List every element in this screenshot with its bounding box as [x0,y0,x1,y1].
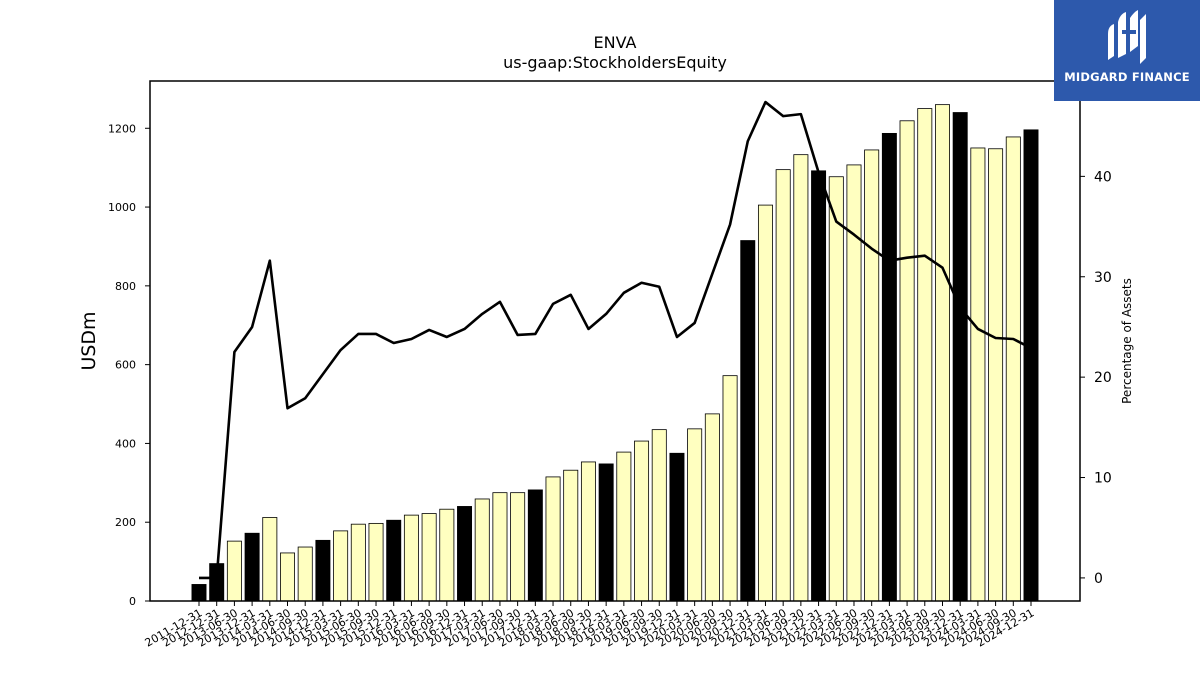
logo-mark-icon [1108,10,1146,64]
bar [297,546,313,602]
bar [651,429,667,602]
bar [226,540,242,602]
bar [510,492,526,602]
bar [669,452,685,602]
bar [935,104,950,602]
plot-frame [149,80,1081,602]
bar [350,523,366,602]
bar [722,375,738,602]
y2-tick-label: 0 [1094,571,1103,587]
y2-tick-label: 30 [1094,270,1112,286]
bar [1005,136,1021,602]
bar [315,539,331,602]
chart-title: ENVA [594,33,637,52]
bar [970,147,986,602]
bar [262,517,278,602]
bar [917,108,933,602]
bar [811,170,827,602]
y-tick-label: 200 [115,516,136,529]
y-tick-label: 1200 [108,122,136,135]
bar [952,112,968,602]
bar [457,506,473,602]
bar [527,489,543,602]
bar [704,413,720,602]
y-axis-left: 0 200 400 600 800 1000 1200 [108,122,150,608]
bar [439,508,455,602]
bar [828,176,844,602]
y2-axis-label: Percentage of Assets [1120,278,1134,404]
x-axis: 2011-12-312012-12-312013-06-302013-12-31… [143,601,1037,650]
y-tick-label: 0 [129,595,136,608]
bar [191,584,207,602]
bar [244,532,260,602]
bar [368,522,384,602]
bar [421,513,437,602]
brand-logo: MIDGARD FINANCE [1054,0,1200,101]
bar [580,461,596,602]
bar [545,476,561,602]
bar [881,132,897,602]
line-series [199,100,1032,580]
y-tick-label: 1000 [108,201,136,214]
bar [864,149,880,602]
y2-tick-label: 40 [1094,169,1112,185]
bar [333,530,349,602]
bar [793,154,809,602]
bar [563,469,579,602]
bar [687,428,703,602]
bar [1023,129,1039,602]
bar-series [191,104,1039,602]
bar [474,498,490,602]
y2-tick-label: 10 [1094,471,1112,487]
y-tick-label: 400 [115,437,136,450]
bar [775,169,791,602]
logo-text: MIDGARD FINANCE [1064,70,1190,84]
y-tick-label: 600 [115,359,136,372]
y-axis-label: USDm [78,311,100,370]
bar [757,204,773,602]
bar [634,440,650,602]
chart-subtitle: us-gaap:StockholdersEquity [503,53,727,72]
bar [403,514,419,602]
bar [386,519,402,602]
bar [740,240,756,602]
bar [280,552,295,602]
bar [492,492,508,602]
bar [899,120,915,602]
line-path [199,100,1032,580]
bar [616,451,632,602]
bar [598,463,614,602]
bar [988,148,1004,602]
y-tick-label: 800 [115,280,136,293]
y2-tick-label: 20 [1094,370,1112,386]
y-axis-right: 0 10 20 30 40 [1080,169,1112,587]
